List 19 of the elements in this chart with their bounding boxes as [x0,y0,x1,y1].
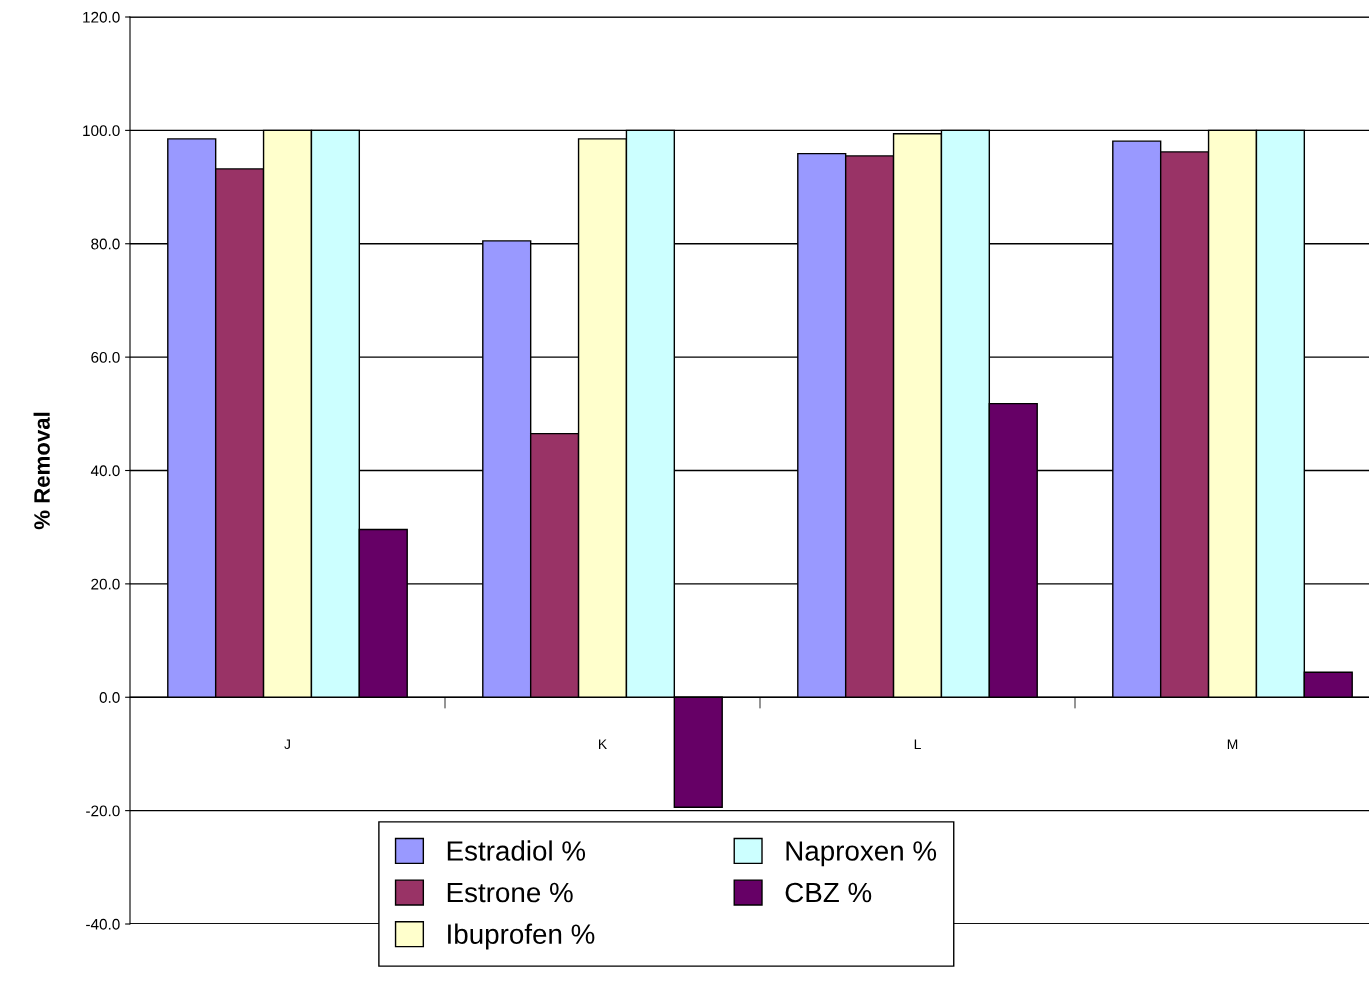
x-tick-label: J [284,739,290,750]
y-tick-label: 100.0 [83,125,120,137]
legend-label: CBZ % [785,882,872,903]
y-tick-label: 120.0 [83,11,120,23]
legend-label: Estradiol % [447,840,586,861]
y-tick-label: 40.0 [90,465,120,477]
x-tick-label: L [914,739,921,749]
legend-label: Ibuprofen % [448,923,595,950]
x-tick-label: M [1227,739,1238,749]
y-tick-label: 80.0 [91,238,120,250]
y-axis-title: % Removal [33,412,50,530]
y-tick-label: -40.0 [86,918,120,930]
y-tick-label: 0.0 [99,692,120,703]
y-tick-label: 20.0 [91,578,120,590]
y-tick-label: 60.0 [91,351,120,363]
y-tick-label: -20.0 [86,805,120,817]
legend-label: Naproxen % [786,841,937,867]
legend-label: Estrone % [447,882,573,903]
x-tick-label: K [599,739,607,749]
